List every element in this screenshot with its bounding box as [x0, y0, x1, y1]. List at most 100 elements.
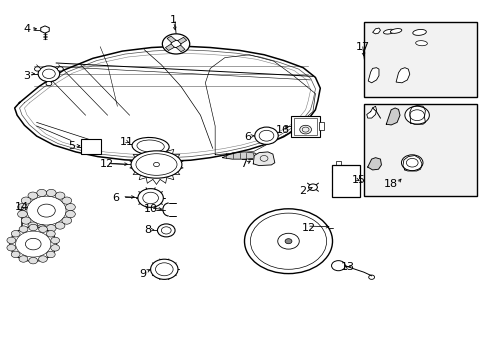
Circle shape: [401, 155, 422, 171]
Bar: [318, 122, 323, 130]
Polygon shape: [167, 36, 176, 43]
Circle shape: [157, 224, 175, 237]
Circle shape: [57, 67, 63, 71]
Ellipse shape: [415, 41, 427, 46]
Circle shape: [55, 222, 65, 229]
Bar: [364, 104, 476, 196]
Circle shape: [244, 209, 332, 274]
Ellipse shape: [131, 151, 182, 178]
Circle shape: [404, 106, 428, 124]
Circle shape: [308, 184, 317, 190]
Circle shape: [21, 197, 31, 204]
Circle shape: [39, 226, 47, 233]
Circle shape: [39, 256, 47, 262]
Circle shape: [28, 222, 38, 229]
Circle shape: [331, 261, 345, 271]
Text: 17: 17: [355, 42, 369, 52]
Circle shape: [285, 239, 291, 244]
Text: 10: 10: [144, 204, 158, 214]
Circle shape: [42, 69, 55, 78]
Circle shape: [37, 225, 46, 232]
Text: 14: 14: [15, 202, 29, 212]
Circle shape: [62, 217, 72, 224]
Polygon shape: [15, 46, 320, 161]
Circle shape: [46, 230, 55, 237]
Circle shape: [18, 211, 27, 218]
Text: 9: 9: [139, 269, 146, 279]
Circle shape: [162, 34, 189, 54]
Text: 8: 8: [144, 225, 151, 235]
Circle shape: [18, 203, 27, 211]
Text: 5: 5: [68, 141, 75, 151]
Text: 3: 3: [23, 71, 30, 81]
Text: 1: 1: [170, 15, 177, 25]
Polygon shape: [386, 108, 399, 125]
Text: 16: 16: [276, 125, 290, 135]
Text: 18: 18: [384, 179, 397, 189]
Bar: [331, 165, 359, 197]
Circle shape: [25, 238, 41, 250]
Bar: [81, 139, 101, 154]
Circle shape: [46, 189, 56, 197]
Polygon shape: [366, 106, 376, 118]
Polygon shape: [253, 152, 274, 166]
Circle shape: [46, 81, 52, 86]
Circle shape: [38, 66, 60, 82]
Polygon shape: [177, 37, 186, 44]
Ellipse shape: [412, 30, 426, 35]
Circle shape: [7, 237, 16, 244]
Polygon shape: [367, 158, 381, 170]
Circle shape: [46, 225, 56, 232]
Circle shape: [11, 251, 20, 258]
Polygon shape: [372, 28, 380, 34]
Circle shape: [29, 257, 38, 264]
Bar: [364, 22, 476, 97]
Circle shape: [29, 224, 38, 231]
Text: 7: 7: [239, 159, 246, 169]
Polygon shape: [41, 26, 49, 33]
Text: 4: 4: [23, 24, 31, 34]
Circle shape: [19, 226, 28, 233]
Circle shape: [51, 237, 60, 244]
Polygon shape: [395, 68, 409, 83]
Ellipse shape: [132, 138, 169, 155]
Bar: [291, 116, 319, 137]
Text: 15: 15: [351, 175, 366, 185]
Circle shape: [65, 211, 75, 218]
Text: 6: 6: [112, 193, 119, 203]
Circle shape: [51, 244, 60, 251]
Circle shape: [299, 125, 311, 134]
Bar: [336, 161, 341, 165]
Ellipse shape: [389, 28, 401, 33]
Text: 11: 11: [120, 137, 134, 147]
Text: 6: 6: [244, 132, 251, 142]
Text: 13: 13: [341, 262, 355, 272]
Circle shape: [21, 192, 72, 229]
Circle shape: [46, 251, 55, 258]
Circle shape: [37, 189, 46, 197]
Circle shape: [171, 40, 181, 48]
Circle shape: [19, 256, 28, 262]
Circle shape: [62, 197, 72, 204]
Circle shape: [150, 259, 178, 279]
Circle shape: [254, 127, 278, 144]
Circle shape: [7, 244, 16, 251]
Polygon shape: [176, 45, 184, 52]
Polygon shape: [165, 44, 174, 50]
Circle shape: [28, 192, 38, 199]
Polygon shape: [367, 68, 378, 83]
Circle shape: [21, 217, 31, 224]
Circle shape: [38, 204, 55, 217]
Bar: [294, 118, 316, 135]
Text: 12: 12: [302, 222, 316, 233]
Circle shape: [11, 230, 20, 237]
Circle shape: [35, 67, 41, 71]
Circle shape: [55, 192, 65, 199]
Ellipse shape: [383, 29, 394, 34]
Circle shape: [10, 227, 57, 261]
Polygon shape: [222, 152, 264, 159]
Circle shape: [65, 203, 75, 211]
Circle shape: [277, 233, 299, 249]
Circle shape: [138, 189, 163, 207]
Text: 2: 2: [299, 186, 306, 196]
